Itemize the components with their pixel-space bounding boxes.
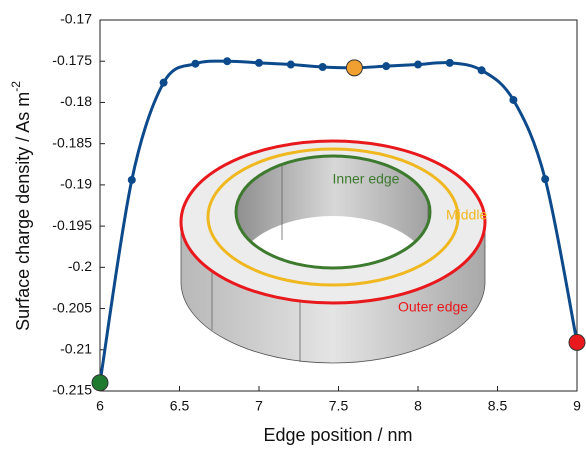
highlight-point bbox=[568, 333, 586, 351]
y-tick-label: -0.17 bbox=[60, 11, 92, 27]
y-axis-label-text: Surface charge density / As m bbox=[13, 92, 33, 331]
data-point bbox=[191, 59, 200, 68]
highlight-point bbox=[91, 374, 109, 392]
data-point bbox=[159, 78, 168, 87]
y-axis-label-superscript: -2 bbox=[9, 81, 23, 92]
annotation: Inner edge bbox=[333, 171, 400, 187]
x-tick-label: 7 bbox=[255, 398, 263, 414]
data-point bbox=[541, 175, 550, 184]
y-tick-label: -0.185 bbox=[52, 134, 92, 150]
y-tick-label: -0.18 bbox=[60, 93, 92, 109]
x-axis-label: Edge position / nm bbox=[263, 425, 412, 445]
x-tick-label: 7.5 bbox=[329, 398, 349, 414]
data-point bbox=[477, 66, 486, 75]
middle-edge bbox=[206, 147, 460, 287]
y-axis-label: Surface charge density / As m-2 bbox=[9, 81, 33, 331]
data-point bbox=[414, 60, 422, 69]
inner-edge bbox=[234, 154, 432, 270]
x-tick-label: 8 bbox=[414, 398, 422, 414]
ring-diagram bbox=[179, 139, 487, 364]
y-tick-label: -0.205 bbox=[52, 299, 92, 315]
hole-opening bbox=[236, 216, 430, 268]
x-tick-label: 6.5 bbox=[170, 398, 190, 414]
data-point bbox=[318, 62, 327, 71]
x-tick-label: 6 bbox=[96, 398, 104, 414]
y-tick-label: -0.2 bbox=[68, 258, 92, 274]
data-point bbox=[255, 58, 263, 67]
y-tick-label: -0.19 bbox=[60, 176, 92, 192]
data-point bbox=[382, 62, 391, 71]
data-point bbox=[445, 58, 454, 67]
y-tick-label: -0.215 bbox=[52, 382, 92, 398]
data-point bbox=[286, 60, 295, 69]
x-tick-label: 8.5 bbox=[488, 398, 508, 414]
data-point bbox=[509, 95, 518, 104]
y-tick-label: -0.195 bbox=[52, 217, 92, 233]
highlight-point bbox=[345, 59, 363, 77]
data-point bbox=[127, 175, 136, 184]
x-tick-label: 9 bbox=[573, 398, 581, 414]
y-tick-label: -0.21 bbox=[60, 340, 92, 356]
data-point bbox=[223, 57, 232, 66]
annotation: Middle bbox=[446, 207, 487, 223]
y-tick-label: -0.175 bbox=[52, 52, 92, 68]
annotation: Outer edge bbox=[398, 299, 468, 315]
